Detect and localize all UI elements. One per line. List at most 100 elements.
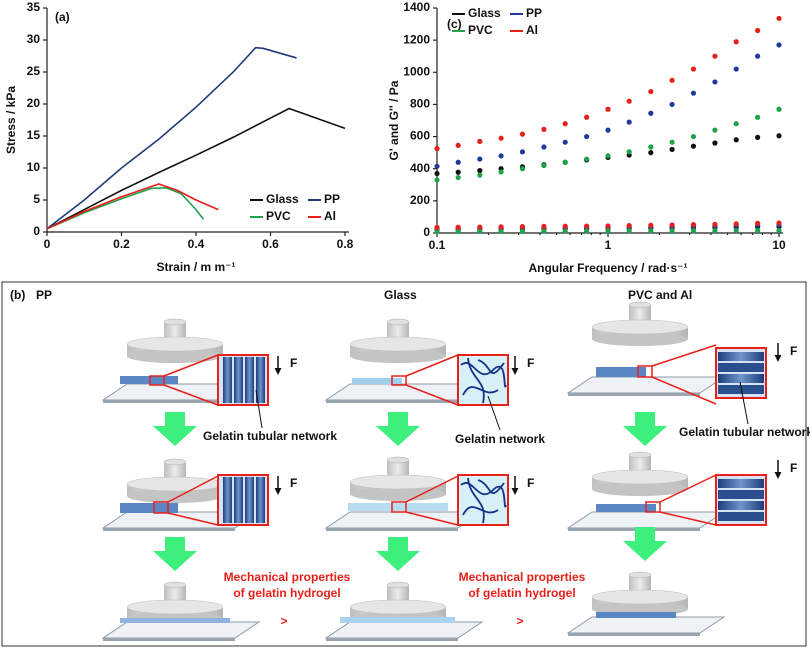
data-point xyxy=(584,114,590,120)
data-point xyxy=(626,119,632,125)
comparison-symbol: > xyxy=(280,614,287,628)
legend-label: Glass xyxy=(468,6,501,20)
data-point xyxy=(648,88,654,95)
data-point xyxy=(648,110,654,116)
data-point xyxy=(776,106,782,112)
chart-title: (a) xyxy=(55,10,70,24)
force-label: F xyxy=(527,476,534,490)
data-point xyxy=(776,220,782,226)
pp-illustration xyxy=(102,318,283,642)
data-point xyxy=(648,144,654,150)
data-point xyxy=(455,224,461,230)
data-point xyxy=(733,227,739,234)
data-point xyxy=(541,144,547,150)
data-line xyxy=(46,107,346,230)
data-point xyxy=(648,228,654,234)
comparison-text: of gelatin hydrogel xyxy=(468,586,575,600)
legend-label: Glass xyxy=(266,192,299,206)
data-point xyxy=(669,101,675,108)
y-axis-label: G' and G'' / Pa xyxy=(387,80,401,160)
y-tick-label: 25 xyxy=(27,64,41,78)
data-point xyxy=(733,39,739,45)
data-point xyxy=(626,149,632,155)
data-line xyxy=(46,187,205,230)
data-point xyxy=(712,221,718,227)
y-tick-label: 1200 xyxy=(403,32,430,46)
data-point xyxy=(776,133,782,139)
y-tick-label: 0 xyxy=(423,225,430,239)
data-point xyxy=(690,66,697,72)
data-point xyxy=(584,133,590,140)
y-tick-label: 1400 xyxy=(403,0,430,14)
legend-label: PVC xyxy=(266,209,291,223)
y-tick-label: 800 xyxy=(410,97,430,111)
data-point xyxy=(733,137,739,143)
data-point xyxy=(434,170,440,177)
x-tick-label: 0.2 xyxy=(113,237,130,251)
data-point xyxy=(519,149,526,155)
data-point xyxy=(584,228,590,234)
data-point xyxy=(434,224,440,230)
data-point xyxy=(584,156,590,162)
data-point xyxy=(712,53,718,59)
data-point xyxy=(669,77,675,83)
panel-label: (b) xyxy=(10,288,25,302)
data-point xyxy=(562,159,568,165)
data-point xyxy=(605,106,611,112)
legend-label: Al xyxy=(324,209,336,223)
data-point xyxy=(605,223,611,229)
glass-illustration xyxy=(325,318,520,642)
data-point xyxy=(669,139,675,145)
x-tick-label: 1 xyxy=(605,238,612,252)
data-point xyxy=(605,153,611,159)
data-point xyxy=(477,224,483,230)
annotation: Gelatin network xyxy=(455,432,545,446)
data-point xyxy=(755,114,761,120)
data-point xyxy=(648,222,654,228)
data-point xyxy=(541,126,547,132)
data-point xyxy=(541,228,547,234)
legend-label: PVC xyxy=(468,23,493,37)
data-point xyxy=(498,169,504,175)
comparison-symbol: > xyxy=(516,614,523,628)
annotation: Gelatin tubular network xyxy=(679,425,810,439)
data-point xyxy=(541,223,547,230)
x-tick-label: 0.1 xyxy=(429,238,446,252)
force-label: F xyxy=(790,461,797,475)
data-point xyxy=(755,227,761,234)
data-point xyxy=(712,228,718,234)
data-point xyxy=(562,223,568,229)
data-point xyxy=(690,228,697,234)
y-tick-label: 200 xyxy=(410,193,430,207)
data-point xyxy=(712,79,718,85)
y-tick-label: 10 xyxy=(27,160,41,174)
data-point xyxy=(712,140,718,146)
y-tick-label: 0 xyxy=(33,224,40,238)
data-point xyxy=(434,228,440,234)
data-point xyxy=(733,66,739,72)
data-point xyxy=(755,220,761,226)
data-line xyxy=(46,46,297,230)
data-point xyxy=(562,228,568,234)
column-title: PVC and Al xyxy=(628,288,692,302)
column-title: Glass xyxy=(384,288,417,302)
annotation: Gelatin tubular network xyxy=(203,429,337,443)
data-point xyxy=(519,228,526,234)
data-point xyxy=(669,228,675,234)
data-point xyxy=(605,228,611,234)
legend-label: Al xyxy=(526,23,538,37)
data-point xyxy=(712,127,718,133)
comparison-text: Mechanical properties xyxy=(224,570,351,584)
chart-title: (c) xyxy=(447,17,462,31)
data-point xyxy=(733,121,739,127)
y-tick-label: 20 xyxy=(27,96,41,110)
y-tick-label: 400 xyxy=(410,161,430,175)
data-point xyxy=(498,224,504,230)
x-tick-label: 10 xyxy=(772,238,786,252)
data-point xyxy=(755,27,761,34)
data-point xyxy=(434,146,440,152)
x-axis-label: Strain / m m⁻¹ xyxy=(156,260,235,274)
column-title: PP xyxy=(36,288,52,302)
data-point xyxy=(519,131,526,137)
